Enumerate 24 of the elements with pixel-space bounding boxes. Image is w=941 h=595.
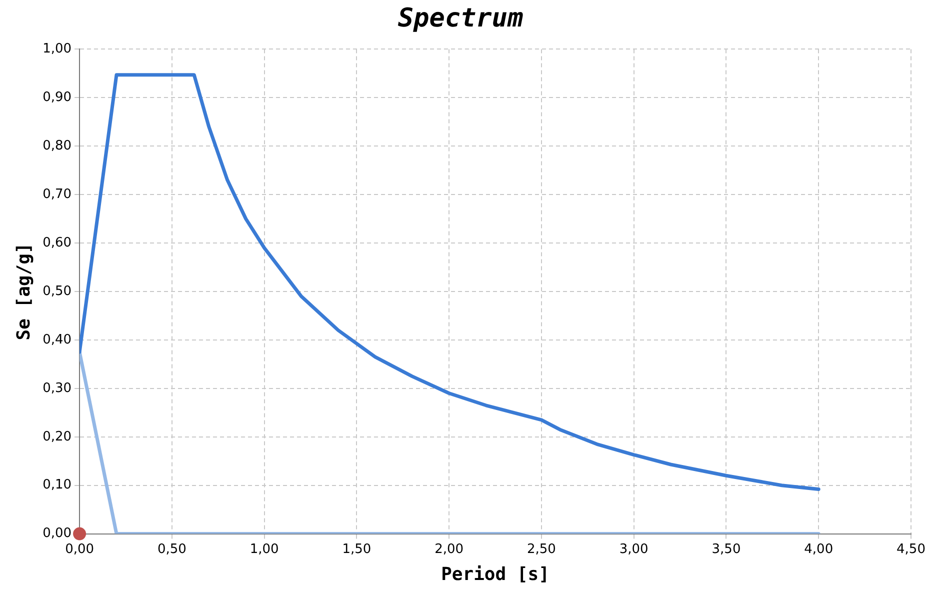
x-tick-label: 4,50	[896, 542, 926, 557]
y-tick-label: 0,60	[42, 235, 72, 250]
y-tick-label: 0,70	[42, 186, 72, 202]
x-tick-label: 4,00	[804, 542, 834, 557]
chart-title: Spectrum	[398, 3, 524, 34]
x-tick-label: 1,50	[342, 542, 372, 557]
y-tick-label: 0,50	[42, 284, 72, 299]
y-tick-label: 0,30	[42, 380, 72, 396]
y-tick-label: 0,90	[42, 90, 72, 106]
x-tick-label: 0,50	[157, 542, 186, 557]
x-tick-label: 3,00	[619, 542, 648, 557]
y-axis-title: Se [ag/g]	[13, 242, 34, 340]
y-tick-label: 0,10	[42, 478, 72, 493]
y-tick-label: 0,40	[42, 332, 72, 348]
y-tick-label: 1,00	[42, 42, 72, 57]
x-tick-label: 2,50	[526, 542, 556, 557]
x-tick-label: 0,00	[65, 542, 94, 557]
x-tick-label: 3,50	[712, 542, 741, 557]
x-axis-title: Period [s]	[441, 564, 550, 585]
x-tick-label: 1,00	[250, 542, 279, 557]
y-tick-label: 0,80	[42, 138, 72, 154]
x-tick-label: 2,00	[434, 542, 464, 557]
y-tick-label: 0,00	[42, 526, 72, 542]
y-tick-label: 0,20	[42, 429, 72, 444]
